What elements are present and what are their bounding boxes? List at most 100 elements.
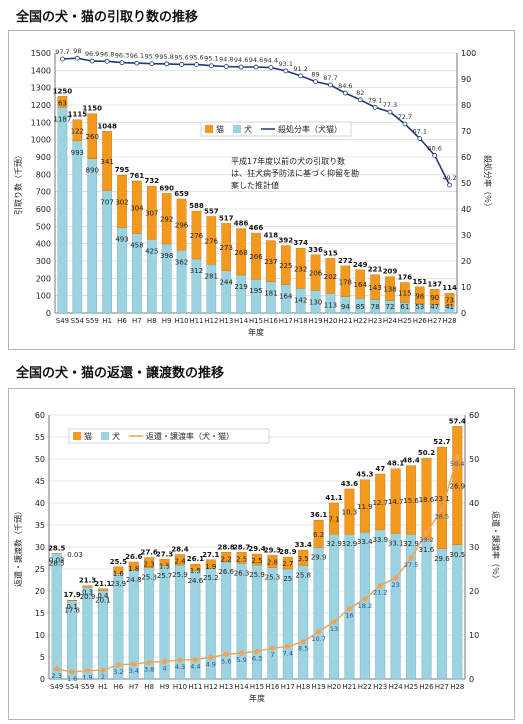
x-tick-label: H27	[428, 317, 442, 325]
total-value-label: 45.3	[356, 471, 373, 479]
dog-value-label: 31.6	[419, 546, 435, 554]
bar-cat	[429, 289, 440, 306]
total-value-label: 48.4	[402, 457, 419, 465]
y-tick-label: 600	[36, 205, 51, 214]
cat-value-label: 15.6	[403, 497, 419, 505]
total-value-label: 221	[368, 266, 383, 274]
x-tick-label: S59	[86, 317, 99, 325]
x-tick-label: H23	[368, 317, 382, 325]
rate-point	[146, 659, 152, 665]
dog-value-label: 425	[145, 247, 158, 255]
total-value-label: 26.1	[187, 555, 204, 563]
rate-point	[74, 55, 80, 61]
total-value-label: 21.3	[79, 577, 96, 585]
rate-value-label: 95.9	[145, 53, 159, 61]
rate-value-label: 98	[73, 47, 81, 55]
dog-value-label: 17.8	[64, 607, 80, 615]
y-tick-label: 400	[36, 240, 51, 249]
bar-cat	[221, 552, 232, 563]
legend-label-cat: 猫	[216, 124, 224, 134]
dog-value-label: 32.9	[342, 540, 358, 548]
dog-value-label: 113	[324, 301, 337, 309]
rate-value-label: 87.7	[323, 74, 337, 82]
cat-value-label: 302	[115, 198, 128, 206]
cat-value-label: 225	[279, 262, 292, 270]
x-tick-label: H1	[102, 317, 112, 325]
rate-point	[254, 648, 260, 654]
chart1-svg: 0100200300400500600700800900100011001200…	[13, 47, 493, 337]
bar-cat	[174, 554, 185, 566]
x-tick-label: H14	[235, 683, 250, 691]
bar-cat	[355, 269, 366, 299]
x-tick-label: S49	[56, 317, 69, 325]
rate-value-label: 67.1	[413, 128, 427, 136]
rate-point	[372, 104, 378, 110]
legend-label-dog: 犬	[112, 431, 120, 441]
rate-point	[313, 79, 318, 84]
bar-cat	[102, 131, 112, 191]
x-tick-label: H13	[219, 317, 233, 325]
rate-value-label: 2.3	[52, 672, 62, 680]
bar-cat	[375, 473, 386, 531]
total-value-label: 392	[278, 237, 293, 245]
y-axis-title: 引取り数（千頭）	[13, 151, 23, 215]
rate-point	[208, 63, 214, 69]
cat-value-label: 304	[130, 204, 144, 212]
dog-value-label: 32.9	[326, 540, 342, 548]
x-tick-label: H7	[132, 317, 142, 325]
total-value-label: 795	[115, 166, 130, 174]
y2-tick-label: 0	[469, 675, 474, 684]
y-tick-label: 200	[36, 274, 51, 283]
rate-value-label: 93.1	[279, 60, 293, 68]
cat-value-label: 18.6	[419, 496, 435, 504]
total-value-label: 114	[442, 284, 457, 292]
y2-tick-label: 70	[461, 127, 471, 136]
x-tick-label: H7	[129, 683, 139, 691]
dog-value-label: 458	[130, 242, 143, 250]
y2-tick-label: 90	[461, 75, 471, 84]
cat-value-label: 292	[160, 216, 173, 224]
x-tick-label: S59	[81, 683, 94, 691]
x-tick-label: H14	[234, 317, 249, 325]
total-value-label: 25.5	[110, 558, 127, 566]
rate-value-label: 38.5	[435, 513, 449, 521]
x-tick-label: H9	[162, 317, 172, 325]
rate-point	[238, 64, 244, 70]
total-value-label: 28.9	[279, 548, 296, 556]
total-value-label: 486	[234, 220, 249, 228]
rate-point	[223, 64, 229, 69]
total-value-label: 517	[219, 214, 234, 222]
bar-cat	[421, 457, 432, 541]
cat-value-label: 1.5	[190, 567, 201, 575]
bar-dog	[51, 553, 62, 680]
total-value-label: 43.6	[341, 480, 358, 488]
total-value-label: 28.8	[218, 543, 235, 551]
total-value-label: 52.7	[433, 438, 450, 446]
rate-point	[300, 639, 306, 645]
y2-axis-title: 殺処分率（％）	[483, 155, 493, 211]
bar-cat	[310, 254, 321, 291]
x-tick-label: H12	[204, 683, 218, 691]
rate-point	[377, 583, 383, 589]
x-tick-label: H11	[188, 683, 202, 691]
rate-value-label: 89	[311, 71, 319, 79]
dog-value-label: 25.7	[157, 572, 173, 580]
y-tick-label: 0	[46, 309, 51, 318]
rate-value-label: 97.7	[55, 48, 69, 56]
total-value-label: 557	[204, 207, 219, 215]
bar-cat	[340, 265, 351, 297]
x-tick-label: H25	[398, 317, 412, 325]
rate-value-label: 94.6	[249, 56, 263, 64]
dog-value-label: 33.9	[372, 536, 388, 544]
bar-cat	[400, 282, 410, 303]
cat-value-label: 1.5	[159, 562, 170, 570]
total-value-label: 17.9	[63, 591, 80, 599]
dog-value-label: 25.8	[295, 571, 311, 579]
rate-value-label: 3.8	[144, 665, 154, 673]
total-value-label: 466	[249, 224, 264, 232]
x-tick-label: H25	[404, 683, 418, 691]
chart2-panel: 0 5 10 15 20 25 30 35 40 45 50 55 60 0 10 20 30 40 50 60 28.…	[8, 388, 515, 720]
dog-value-label: 142	[294, 296, 307, 304]
bar-cat	[414, 286, 425, 305]
total-value-label: 374	[293, 239, 308, 247]
